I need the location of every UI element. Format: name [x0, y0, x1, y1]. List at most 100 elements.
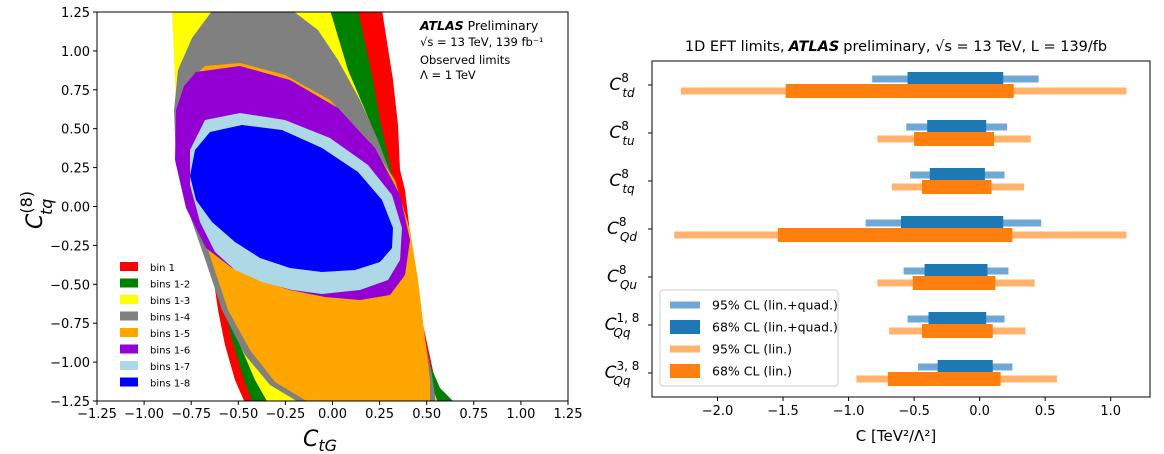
bar-lin-68	[914, 132, 995, 146]
interval-xtick-label: −0.5	[898, 404, 930, 419]
contour-xtick-label: 1.00	[506, 407, 535, 422]
bar-quad-68	[924, 264, 988, 278]
contour-ytick-label: 1.00	[61, 45, 90, 60]
interval-title: 1D EFT limits, ATLAS preliminary, √s = 13 …	[685, 39, 1107, 55]
contour-regions	[172, 12, 453, 401]
operator-label: C1, 8 Qq	[605, 311, 640, 340]
contour-xtick-label: 0.00	[318, 407, 347, 422]
contour-ylabel: C(8)tq	[17, 191, 56, 229]
bar-quad-68	[929, 168, 985, 182]
annotation-lambda: Λ = 1 TeV	[420, 68, 476, 82]
contour-xtick-label: −0.50	[218, 407, 258, 422]
bar-quad-68	[907, 72, 1004, 86]
interval-title-pre: 1D EFT limits,	[685, 39, 785, 55]
interval-panel: 1D EFT limits, ATLAS preliminary, √s = 13 …	[605, 39, 1151, 445]
bar-quad-68	[927, 120, 987, 134]
svg-text:C(8)tq: C(8)tq	[17, 191, 56, 229]
contour-ytick-label: 0.75	[61, 84, 90, 99]
contour-ytick-label: 0.25	[61, 162, 90, 177]
interval-title-atlas: ATLAS	[788, 39, 840, 55]
contour-legend-swatch	[120, 278, 138, 288]
contour-ytick-label: −1.25	[50, 395, 90, 410]
contour-legend-label: bins 1-3	[150, 296, 190, 307]
contour-ytick-label: −0.75	[50, 317, 90, 332]
bar-lin-68	[912, 276, 996, 290]
contour-legend-swatch	[120, 295, 138, 304]
contour-ytick-label: −0.50	[50, 278, 90, 293]
interval-ticks: −2.0 −1.5 −1.0 −0.5 0.0 0.5 1.0	[702, 397, 1121, 419]
bar-lin-68	[921, 324, 993, 338]
interval-operator-labels: C8 td C8 tu C8 tq C8 Qd C8 Qu C1, 8 Qq C3, 8 Qq	[605, 71, 652, 388]
contour-legend-label: bins 1-7	[150, 362, 190, 373]
contour-legend-swatch	[120, 262, 138, 271]
contour-ticks: −1.25 −1.00 −0.75 −0.50 −0.25 0.00 0.25 0.50 0.7…	[50, 6, 582, 422]
contour-legend-label: bins 1-2	[150, 280, 190, 291]
annotation-atlas-line: ATLAS Preliminary	[419, 18, 539, 33]
annotation-preliminary: Preliminary	[468, 18, 539, 33]
contour-xtick-label: −0.75	[171, 407, 211, 422]
contour-ytick-label: −1.00	[50, 356, 90, 371]
operator-label: C8 Qd	[607, 215, 637, 244]
interval-legend-swatch	[670, 320, 700, 334]
interval-legend-box	[659, 289, 839, 387]
bar-quad-68	[928, 312, 987, 326]
contour-legend-label: bins 1-4	[150, 313, 190, 324]
contour-xtick-label: −0.25	[265, 407, 305, 422]
contour-ytick-label: 1.25	[61, 6, 90, 21]
contour-legend-swatch	[120, 344, 138, 354]
contour-legend-label: bins 1-8	[150, 379, 190, 390]
contour-xtick-label: 0.75	[459, 407, 488, 422]
operator-label: C8 tu	[609, 119, 635, 148]
interval-xlabel: C [TeV²/Λ²]	[856, 427, 936, 445]
contour-xtick-label: −1.00	[124, 407, 164, 422]
interval-legend: 95% CL (lin.+quad.) 68% CL (lin.+quad.) 95…	[659, 289, 839, 387]
contour-legend: bin 1 bins 1-2 bins 1-3 bins 1-4 bins 1-5 bin…	[120, 262, 190, 390]
contour-annotation: ATLAS Preliminary √s = 13 TeV, 139 fb⁻¹ O…	[419, 18, 544, 82]
contour-xlabel: CtG	[303, 427, 337, 454]
interval-xtick-label: 0.0	[969, 404, 990, 419]
region-bins-1-8	[190, 125, 393, 272]
interval-legend-swatch	[670, 301, 700, 309]
contour-xtick-label: 1.25	[554, 407, 583, 422]
interval-legend-swatch	[670, 345, 700, 353]
interval-xtick-label: 0.5	[1035, 404, 1056, 419]
contour-panel: −1.25 −1.00 −0.75 −0.50 −0.25 0.00 0.25 0.50 0.7…	[17, 6, 582, 454]
interval-legend-label: 95% CL (lin.+quad.)	[712, 298, 838, 313]
contour-xtick-label: 0.50	[412, 407, 441, 422]
contour-ytick-label: 0.00	[61, 201, 90, 216]
contour-legend-label: bin 1	[150, 263, 175, 274]
interval-xtick-label: −2.0	[702, 404, 734, 419]
interval-xtick-label: −1.0	[833, 404, 865, 419]
contour-legend-label: bins 1-5	[150, 329, 190, 340]
operator-label: C8 Qu	[607, 263, 637, 292]
contour-ytick-label: 0.50	[61, 123, 90, 138]
interval-legend-swatch	[670, 364, 700, 378]
interval-xtick-label: 1.0	[1100, 404, 1121, 419]
contour-xtick-label: −1.25	[77, 407, 117, 422]
contour-legend-swatch	[120, 311, 138, 321]
contour-legend-swatch	[120, 328, 138, 337]
interval-title-post: preliminary, √s = 13 TeV, L = 139/fb	[843, 39, 1107, 55]
operator-label: C8 td	[609, 71, 635, 100]
annotation-observed: Observed limits	[420, 53, 510, 67]
contour-legend-label: bins 1-6	[150, 346, 190, 357]
bar-lin-68	[921, 180, 992, 194]
interval-legend-label: 68% CL (lin.)	[712, 364, 792, 379]
bar-lin-68	[887, 372, 1001, 386]
bar-lin-68	[785, 84, 1014, 98]
operator-label: C8 tq	[609, 167, 635, 196]
annotation-atlas: ATLAS	[419, 18, 464, 33]
interval-xtick-label: −1.5	[767, 404, 799, 419]
contour-legend-swatch	[120, 361, 138, 370]
interval-bars	[674, 72, 1127, 386]
annotation-energy: √s = 13 TeV, 139 fb⁻¹	[420, 35, 544, 49]
contour-legend-swatch	[120, 377, 138, 387]
bar-quad-68	[937, 360, 993, 374]
contour-ytick-label: −0.25	[50, 239, 90, 254]
interval-legend-label: 95% CL (lin.)	[712, 342, 792, 357]
bar-quad-68	[901, 216, 1004, 230]
operator-label: C3, 8 Qq	[605, 359, 640, 388]
interval-legend-label: 68% CL (lin.+quad.)	[712, 320, 838, 335]
